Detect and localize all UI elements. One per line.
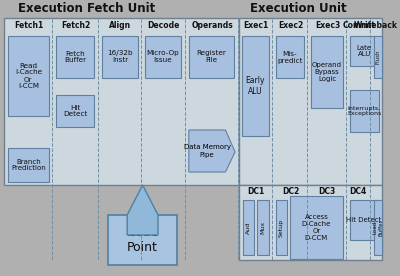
Bar xyxy=(350,90,379,132)
Text: Data Memory
Pipe: Data Memory Pipe xyxy=(184,145,231,158)
Bar xyxy=(374,36,382,78)
Bar xyxy=(144,36,181,78)
Text: Read
I-Cache
Or
I-CCM: Read I-Cache Or I-CCM xyxy=(15,62,42,89)
Bar xyxy=(257,200,269,255)
Bar xyxy=(102,36,138,78)
Bar xyxy=(4,18,239,185)
Text: Mis-
predict: Mis- predict xyxy=(277,51,303,63)
Bar xyxy=(242,36,269,136)
Text: Exec3: Exec3 xyxy=(315,22,340,31)
Bar xyxy=(243,200,254,255)
Text: Branch
Prediction: Branch Prediction xyxy=(11,158,46,171)
Text: Mux: Mux xyxy=(260,221,266,234)
Text: Aud: Aud xyxy=(246,221,251,233)
Text: Operands: Operands xyxy=(192,22,233,31)
Text: Execution Fetch Unit: Execution Fetch Unit xyxy=(18,2,155,15)
Text: DC1: DC1 xyxy=(247,187,264,197)
Bar xyxy=(8,36,49,116)
Bar xyxy=(56,36,94,78)
Text: Fetch2: Fetch2 xyxy=(62,22,91,31)
Text: Hit
Detect: Hit Detect xyxy=(63,105,87,118)
Bar xyxy=(8,148,49,182)
Text: 16/32b
Instr: 16/32b Instr xyxy=(107,51,133,63)
Text: DC3: DC3 xyxy=(318,187,336,197)
Bar xyxy=(276,200,287,255)
Bar xyxy=(276,36,304,78)
Text: DC4: DC4 xyxy=(349,187,366,197)
Text: Exec1: Exec1 xyxy=(243,22,268,31)
Text: Register
File: Register File xyxy=(196,51,226,63)
Text: DC2: DC2 xyxy=(282,187,299,197)
Text: Late
ALU: Late ALU xyxy=(357,44,372,57)
Bar xyxy=(374,200,382,255)
Text: Writeback: Writeback xyxy=(354,22,398,31)
Bar xyxy=(189,36,234,78)
Text: Micro-Op
Issue: Micro-Op Issue xyxy=(146,51,179,63)
Bar xyxy=(56,95,94,127)
Text: Interrupts,
Exceptions: Interrupts, Exceptions xyxy=(347,106,381,116)
Bar xyxy=(350,36,379,66)
Bar xyxy=(311,36,343,108)
Text: Hit Detect: Hit Detect xyxy=(346,217,382,223)
Text: Load
Buffer: Load Buffer xyxy=(372,219,383,236)
Text: Setup: Setup xyxy=(279,218,284,237)
Bar xyxy=(290,196,343,259)
Text: Align: Align xyxy=(109,22,132,31)
Text: Access
D-Cache
Or
D-CCM: Access D-Cache Or D-CCM xyxy=(302,214,331,241)
Text: Flush: Flush xyxy=(375,50,380,64)
Bar xyxy=(350,200,379,240)
Text: Execution Unit: Execution Unit xyxy=(250,2,347,15)
Bar xyxy=(108,215,177,265)
Polygon shape xyxy=(189,130,235,172)
Bar xyxy=(239,18,382,185)
Text: Issue
Point: Issue Point xyxy=(126,226,159,254)
Text: Operand
Bypass
Logic: Operand Bypass Logic xyxy=(312,62,342,82)
Text: Fetch1: Fetch1 xyxy=(14,22,44,31)
Text: Early
ALU: Early ALU xyxy=(246,76,265,96)
Text: Exec2: Exec2 xyxy=(278,22,303,31)
Polygon shape xyxy=(127,185,158,235)
Bar xyxy=(239,185,382,260)
Text: Decode: Decode xyxy=(148,22,180,31)
Text: Commit: Commit xyxy=(342,22,375,31)
Text: Fetch
Buffer: Fetch Buffer xyxy=(64,51,86,63)
